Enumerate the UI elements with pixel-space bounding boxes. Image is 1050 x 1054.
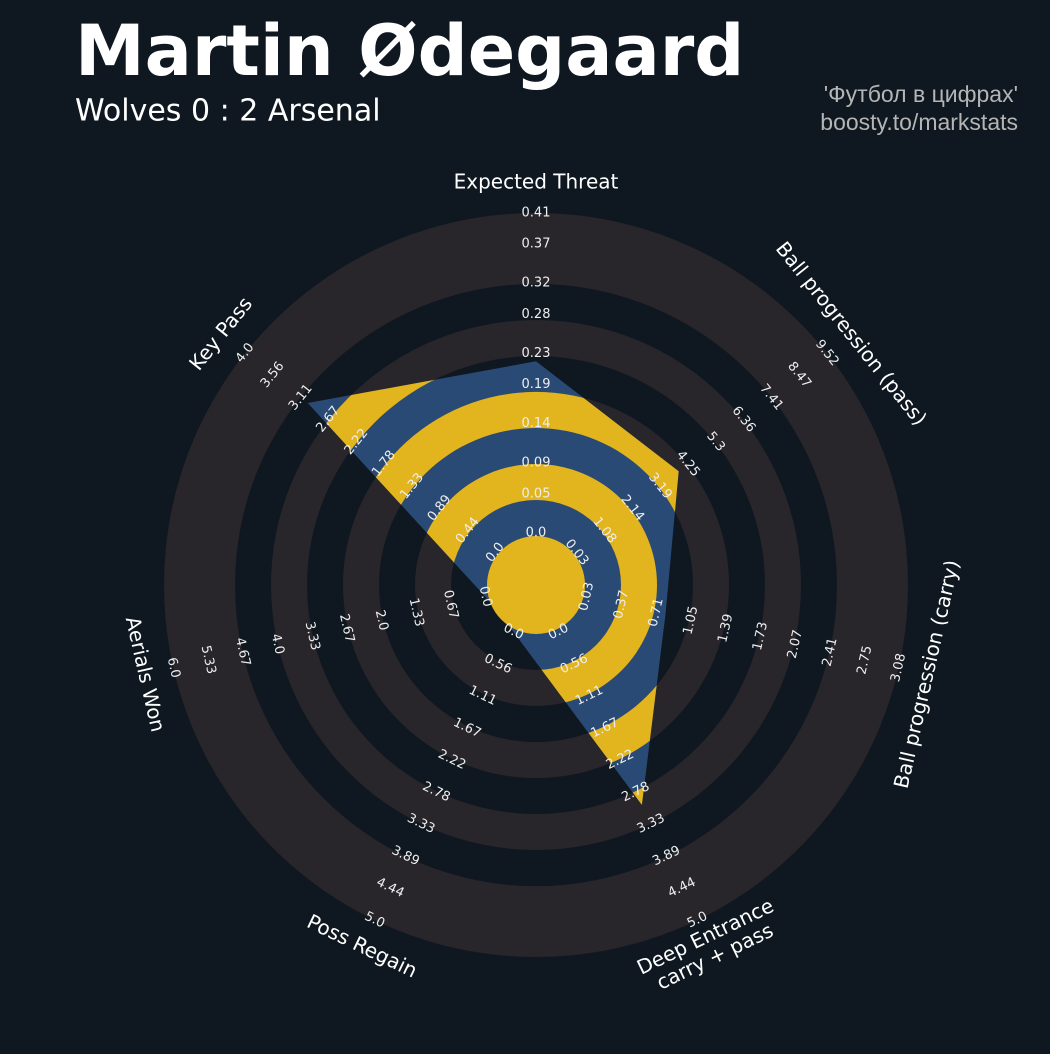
tick-label: 2.41	[820, 636, 841, 668]
credit: boosty.to/markstats	[820, 109, 1018, 135]
tick-label: 0.67	[440, 589, 461, 621]
tick-label: 0.37	[522, 237, 551, 252]
tick-label: 3.08	[888, 652, 909, 684]
tick-label: 4.0	[268, 632, 287, 656]
tick-label: 0.09	[522, 455, 551, 470]
tick-label: 0.05	[522, 486, 551, 501]
tick-label: 3.33	[302, 620, 323, 652]
center-circle	[487, 536, 585, 634]
tick-label: 0.14	[522, 416, 551, 431]
tick-label: 0.71	[646, 597, 667, 629]
tick-label: 0.28	[522, 307, 551, 322]
tick-label: 6.0	[164, 656, 183, 680]
tick-label: 2.0	[372, 609, 391, 633]
tick-label: 5.33	[198, 644, 219, 676]
tick-label: 0.19	[522, 377, 551, 392]
tick-label: 2.67	[336, 612, 357, 644]
tick-label: 0.0	[526, 526, 547, 541]
tick-label: 1.05	[680, 605, 701, 637]
credit: 'Футбол в цифрах'	[824, 81, 1018, 107]
tick-label: 0.03	[576, 581, 597, 613]
tick-label: 2.07	[785, 628, 806, 660]
tick-label: 4.67	[232, 636, 253, 668]
tick-label: 1.33	[406, 597, 427, 629]
chart-title: Martin Ødegaard	[75, 10, 744, 92]
tick-label: 1.39	[715, 613, 736, 645]
tick-label: 0.37	[611, 589, 632, 621]
chart-subtitle: Wolves 0 : 2 Arsenal	[75, 94, 381, 129]
tick-label: 0.32	[522, 276, 551, 291]
tick-label: 0.41	[522, 206, 551, 221]
axis-label: Expected Threat	[454, 170, 619, 194]
tick-label: 1.73	[750, 620, 771, 652]
tick-label: 2.75	[854, 644, 875, 676]
tick-label: 0.23	[522, 346, 551, 361]
tick-label: 0.0	[476, 585, 495, 609]
